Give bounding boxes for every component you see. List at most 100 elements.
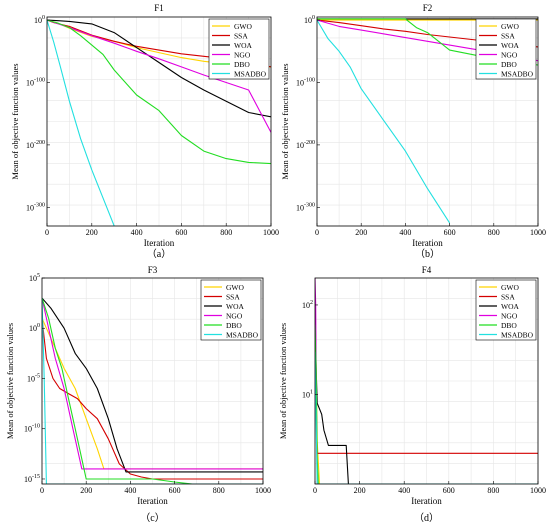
- legend-box: [208, 18, 270, 80]
- y-tick-label: 102: [302, 300, 313, 310]
- y-tick-label: 100: [29, 323, 40, 333]
- x-tick-label: 800: [488, 228, 500, 237]
- panel-f1: 0 200 400 600 800 1000 100 10-100 10-200 10-300 F1…: [10, 3, 279, 260]
- legend-label-ngo: NGO: [501, 51, 518, 60]
- legend-label-woa: WOA: [226, 302, 244, 311]
- chart-title: F2: [423, 3, 433, 13]
- x-tick-label: 0: [45, 228, 49, 237]
- y-tick-label: 10-100: [26, 78, 45, 88]
- panel-caption: （c）: [140, 512, 164, 524]
- x-tick-label: 200: [80, 486, 92, 495]
- y-tick-label: 10-200: [26, 140, 45, 150]
- y-tick-label: 10-300: [26, 202, 45, 212]
- series-line-ngo: [47, 19, 271, 133]
- x-tick-label: 200: [355, 228, 367, 237]
- x-tick-label: 0: [313, 486, 317, 495]
- x-tick-label: 800: [220, 228, 232, 237]
- series-line-msadbo: [317, 19, 451, 224]
- panel-f4: 0 200 400 600 800 1000 101 102 F4 Iteration Mean o…: [278, 265, 546, 524]
- x-tick-label: 800: [213, 486, 225, 495]
- legend-label-ngo: NGO: [234, 51, 251, 60]
- series-group: [42, 297, 263, 484]
- legend-box: [475, 18, 537, 80]
- legend-label-dbo: DBO: [501, 60, 517, 69]
- legend-label-msadbo: MSADBO: [501, 70, 534, 79]
- x-tick-label: 400: [124, 486, 136, 495]
- panel-caption: （a）: [147, 248, 171, 260]
- x-tick-label: 800: [487, 486, 499, 495]
- legend-box: [475, 279, 537, 341]
- x-tick-label: 600: [443, 486, 455, 495]
- legend-label-ssa: SSA: [234, 32, 248, 41]
- y-tick-label: 10-200: [296, 140, 315, 150]
- x-tick-label: 1000: [530, 486, 546, 495]
- panel-f2: 0 200 400 600 800 1000 100 10-100 10-200 10-300 F2…: [280, 3, 546, 260]
- legend-label-gwo: GWO: [234, 22, 252, 31]
- legend-label-gwo: GWO: [226, 283, 244, 292]
- series-line-msadbo: [315, 351, 538, 484]
- series-line-msadbo: [47, 19, 115, 226]
- x-axis-label: Iteration: [412, 238, 443, 248]
- legend-label-dbo: DBO: [234, 60, 250, 69]
- y-axis-label: Mean of objective function values: [278, 323, 288, 439]
- x-tick-label: 200: [86, 228, 98, 237]
- axes-frame: [316, 16, 539, 227]
- legend-label-dbo: DBO: [226, 321, 242, 330]
- legend-label-ngo: NGO: [501, 312, 518, 321]
- series-line-dbo: [42, 297, 193, 484]
- legend-label-woa: WOA: [234, 41, 252, 50]
- y-tick-label: 10-5: [27, 373, 40, 383]
- legend-label-ssa: SSA: [226, 293, 240, 302]
- legend-label-dbo: DBO: [501, 321, 517, 330]
- legend-label-ngo: NGO: [226, 312, 243, 321]
- x-tick-label: 200: [354, 486, 366, 495]
- y-tick-label: 100: [304, 15, 315, 25]
- y-axis-label: Mean of objective function values: [10, 63, 20, 179]
- legend-label-msadbo: MSADBO: [234, 70, 267, 79]
- series-line-woa: [42, 297, 263, 473]
- x-axis-label: Iteration: [144, 238, 175, 248]
- x-tick-label: 400: [131, 228, 143, 237]
- axes-frame: [41, 277, 264, 485]
- panel-f3: 0 200 400 600 800 1000 105 100 10-5 10-10 10-15 F3 I…: [5, 265, 271, 524]
- series-line-dbo: [47, 19, 271, 165]
- panel-caption: （d）: [414, 512, 439, 524]
- series-line-msadbo: [42, 298, 263, 484]
- x-tick-label: 600: [169, 486, 181, 495]
- y-tick-label: 10-15: [24, 474, 40, 484]
- x-axis-label: Iteration: [411, 496, 442, 506]
- legend-label-gwo: GWO: [501, 283, 519, 292]
- x-tick-label: 600: [444, 228, 456, 237]
- legend-label-ssa: SSA: [501, 32, 515, 41]
- y-tick-label: 10-300: [296, 202, 315, 212]
- x-tick-label: 600: [175, 228, 187, 237]
- x-tick-label: 400: [398, 486, 410, 495]
- legend-label-msadbo: MSADBO: [501, 331, 534, 340]
- legend-label-woa: WOA: [501, 41, 519, 50]
- y-tick-label: 10-10: [24, 424, 40, 434]
- x-tick-label: 400: [399, 228, 411, 237]
- x-axis-label: Iteration: [137, 496, 168, 506]
- legend-box: [200, 279, 262, 341]
- y-axis-label: Mean of objective function values: [280, 63, 290, 179]
- axes-frame: [314, 277, 539, 485]
- x-tick-label: 0: [315, 228, 319, 237]
- y-axis-label: Mean of objective function values: [5, 323, 15, 439]
- legend-label-gwo: GWO: [501, 22, 519, 31]
- chart-title: F3: [148, 265, 158, 275]
- panel-caption: （b）: [415, 248, 440, 260]
- legend-label-msadbo: MSADBO: [226, 331, 259, 340]
- series-line-ngo: [42, 297, 263, 470]
- grid-lines: [317, 17, 539, 227]
- x-tick-label: 1000: [530, 228, 546, 237]
- legend-label-woa: WOA: [501, 302, 519, 311]
- chart-title: F4: [422, 265, 432, 275]
- x-tick-label: 0: [40, 486, 44, 495]
- y-tick-label: 101: [302, 389, 313, 399]
- series-line-ssa: [42, 318, 263, 480]
